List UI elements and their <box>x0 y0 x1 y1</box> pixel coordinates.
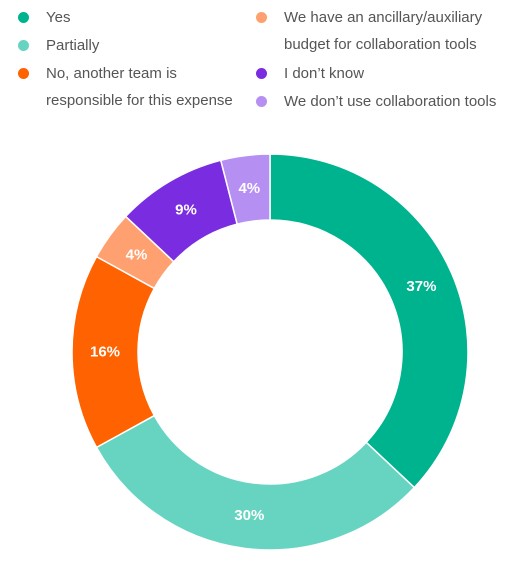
chart-legend: Yes Partially No, another team is respon… <box>0 0 529 120</box>
legend-item-yes: Yes <box>18 4 70 31</box>
slice-label-ancillary-budget: 4% <box>126 247 148 264</box>
legend-label-ancillary-budget: We have an ancillary/auxiliary budget fo… <box>284 9 483 53</box>
slice-dont-use <box>219 153 271 226</box>
legend-label-partially: Partially <box>46 37 100 54</box>
legend-swatch-another-team <box>18 68 29 79</box>
slice-yes <box>269 153 469 489</box>
slice-label-partially: 30% <box>234 507 264 524</box>
legend-swatch-yes <box>18 12 29 23</box>
legend-item-partially: Partially <box>18 32 99 59</box>
slice-partially <box>95 414 416 551</box>
slice-label-another-team: 16% <box>90 344 120 361</box>
legend-item-ancillary-budget: We have an ancillary/auxiliary budget fo… <box>256 4 482 58</box>
legend-swatch-ancillary-budget <box>256 12 267 23</box>
legend-swatch-dont-know <box>256 68 267 79</box>
legend-label-another-team: No, another team is responsible for this… <box>46 65 233 109</box>
slice-label-dont-use: 4% <box>238 180 260 197</box>
legend-label-dont-use: We don’t use collaboration tools <box>284 93 497 110</box>
legend-item-another-team: No, another team is responsible for this… <box>18 60 233 114</box>
slice-label-dont-know: 9% <box>175 201 197 218</box>
legend-label-yes: Yes <box>46 9 71 26</box>
legend-item-dont-use: We don’t use collaboration tools <box>256 88 496 115</box>
legend-swatch-dont-use <box>256 96 267 107</box>
legend-item-dont-know: I don’t know <box>256 60 364 87</box>
slice-label-yes: 37% <box>406 278 436 295</box>
legend-label-dont-know: I don’t know <box>284 65 365 82</box>
legend-swatch-partially <box>18 40 29 51</box>
